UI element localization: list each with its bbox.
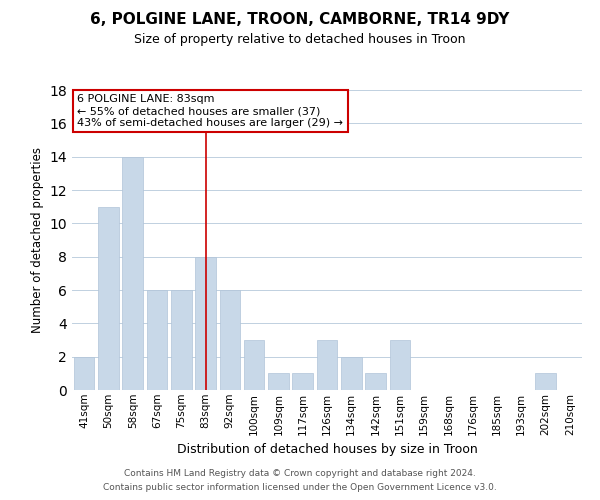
Text: 6 POLGINE LANE: 83sqm
← 55% of detached houses are smaller (37)
43% of semi-deta: 6 POLGINE LANE: 83sqm ← 55% of detached … [77, 94, 343, 128]
Bar [365, 374, 386, 390]
Y-axis label: Number of detached properties: Number of detached properties [31, 147, 44, 333]
Bar [317, 340, 337, 390]
Bar [389, 340, 410, 390]
Text: Contains HM Land Registry data © Crown copyright and database right 2024.: Contains HM Land Registry data © Crown c… [124, 468, 476, 477]
Bar [171, 290, 191, 390]
Bar [98, 206, 119, 390]
Bar [268, 374, 289, 390]
Text: Contains public sector information licensed under the Open Government Licence v3: Contains public sector information licen… [103, 484, 497, 492]
Text: 6, POLGINE LANE, TROON, CAMBORNE, TR14 9DY: 6, POLGINE LANE, TROON, CAMBORNE, TR14 9… [91, 12, 509, 28]
Bar [341, 356, 362, 390]
Bar [74, 356, 94, 390]
X-axis label: Distribution of detached houses by size in Troon: Distribution of detached houses by size … [176, 443, 478, 456]
Bar [292, 374, 313, 390]
Bar [244, 340, 265, 390]
Text: Size of property relative to detached houses in Troon: Size of property relative to detached ho… [134, 32, 466, 46]
Bar [146, 290, 167, 390]
Bar [122, 156, 143, 390]
Bar [195, 256, 216, 390]
Bar [535, 374, 556, 390]
Bar [220, 290, 240, 390]
